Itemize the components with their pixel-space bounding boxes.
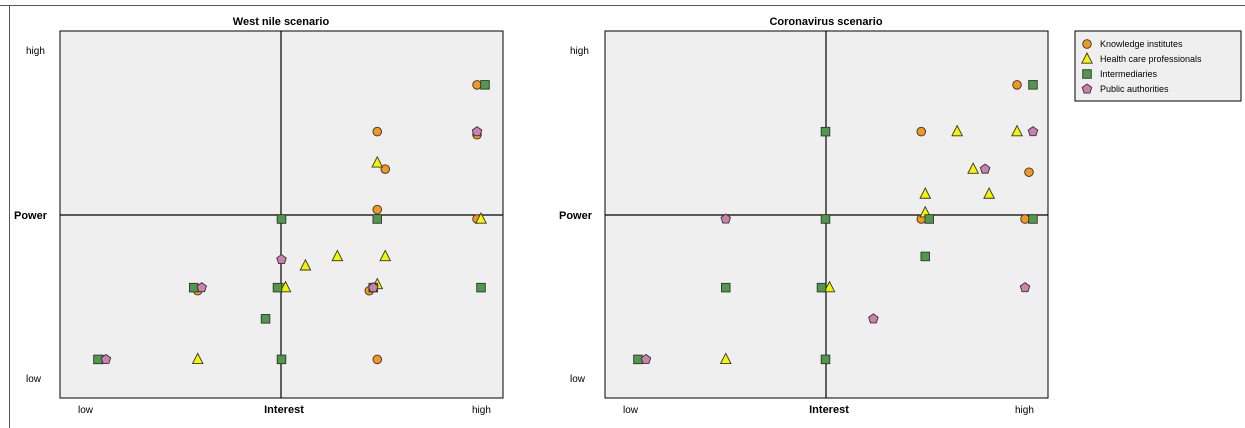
point-intermediaries bbox=[820, 354, 831, 365]
point-intermediaries bbox=[1028, 214, 1038, 224]
point-health-care-professionals bbox=[823, 280, 836, 293]
legend-item-health-care-professionals: Health care professionals bbox=[1081, 52, 1202, 64]
point-knowledge-institutes bbox=[1012, 80, 1022, 90]
point-health-care-professionals bbox=[719, 352, 732, 365]
legend-item-knowledge-institutes: Knowledge institutes bbox=[1082, 39, 1183, 49]
point-health-care-professionals bbox=[1011, 124, 1023, 137]
point-intermediaries bbox=[820, 126, 831, 137]
chart-title: West nile scenario bbox=[233, 16, 330, 28]
point-health-care-professionals bbox=[191, 352, 204, 365]
point-intermediaries bbox=[272, 282, 283, 293]
point-health-care-professionals bbox=[919, 187, 932, 199]
y-axis-label: Power bbox=[14, 210, 48, 222]
point-intermediaries bbox=[480, 80, 490, 90]
point-intermediaries bbox=[260, 314, 271, 324]
legend-marker-circle-icon bbox=[1082, 39, 1092, 49]
point-knowledge-institutes bbox=[372, 126, 383, 137]
point-health-care-professionals bbox=[379, 249, 392, 262]
point-knowledge-institutes bbox=[916, 126, 927, 137]
legend-label: Health care professionals bbox=[1100, 54, 1202, 64]
x-tick-high: high bbox=[472, 405, 491, 416]
x-tick-high: high bbox=[1015, 405, 1034, 416]
point-health-care-professionals bbox=[475, 212, 487, 224]
legend-box bbox=[1074, 30, 1242, 102]
legend-marker-square-icon bbox=[1082, 69, 1092, 79]
point-health-care-professionals bbox=[279, 280, 292, 293]
point-health-care-professionals bbox=[371, 155, 384, 168]
point-knowledge-institutes bbox=[472, 80, 482, 90]
point-intermediaries bbox=[476, 282, 486, 293]
point-knowledge-institutes bbox=[372, 204, 383, 215]
point-intermediaries bbox=[93, 354, 103, 365]
point-public-authorities bbox=[367, 282, 379, 293]
point-intermediaries bbox=[924, 214, 934, 224]
legend-pentagon-icon bbox=[1081, 83, 1093, 94]
point-health-care-professionals bbox=[951, 124, 964, 137]
point-knowledge-institutes bbox=[372, 354, 383, 365]
point-health-care-professionals bbox=[299, 258, 312, 271]
legend-marker-pentagon-icon bbox=[1081, 83, 1093, 94]
point-public-authorities bbox=[196, 282, 207, 293]
point-intermediaries bbox=[633, 354, 643, 365]
point-intermediaries bbox=[721, 282, 731, 293]
chart-coronavirus: Coronavirus scenario Power Interest high… bbox=[559, 16, 1049, 416]
x-tick-low: low bbox=[623, 405, 639, 416]
point-knowledge-institutes bbox=[1020, 214, 1030, 224]
data-points bbox=[93, 80, 490, 365]
y-tick-low: low bbox=[570, 374, 586, 385]
point-intermediaries bbox=[372, 214, 383, 224]
chart-west-nile: West nile scenario Power Interest high l… bbox=[14, 16, 504, 416]
legend-label: Public authorities bbox=[1100, 84, 1169, 94]
point-knowledge-institutes bbox=[1024, 167, 1034, 177]
data-points bbox=[633, 80, 1039, 365]
point-public-authorities bbox=[471, 126, 483, 137]
legend-label: Intermediaries bbox=[1100, 69, 1158, 79]
point-health-care-professionals bbox=[967, 162, 980, 174]
legend-item-public-authorities: Public authorities bbox=[1081, 83, 1169, 94]
left-border bbox=[9, 5, 10, 428]
chart-title: Coronavirus scenario bbox=[769, 16, 882, 28]
point-intermediaries bbox=[188, 282, 199, 293]
legend-triangle-icon bbox=[1081, 52, 1093, 64]
point-public-authorities bbox=[1027, 126, 1039, 137]
x-axis-label: Interest bbox=[264, 404, 304, 416]
point-intermediaries bbox=[920, 251, 931, 262]
legend-item-intermediaries: Intermediaries bbox=[1082, 69, 1158, 79]
point-public-authorities bbox=[1019, 282, 1031, 293]
y-tick-low: low bbox=[26, 374, 42, 385]
point-intermediaries bbox=[820, 214, 831, 224]
point-public-authorities bbox=[868, 313, 879, 324]
legend-marker-triangle-icon bbox=[1081, 52, 1093, 64]
point-public-authorities bbox=[100, 353, 112, 364]
point-public-authorities bbox=[276, 254, 287, 265]
y-tick-high: high bbox=[570, 46, 589, 57]
point-health-care-professionals bbox=[983, 187, 996, 199]
point-intermediaries bbox=[276, 354, 287, 365]
point-intermediaries bbox=[816, 282, 827, 293]
point-public-authorities bbox=[979, 163, 991, 174]
point-public-authorities bbox=[640, 353, 652, 364]
point-public-authorities bbox=[720, 213, 732, 224]
point-intermediaries bbox=[276, 214, 287, 224]
legend: Knowledge institutes Health care profess… bbox=[1074, 30, 1242, 102]
point-health-care-professionals bbox=[331, 249, 344, 262]
y-tick-high: high bbox=[26, 46, 45, 57]
x-tick-low: low bbox=[78, 405, 94, 416]
legend-label: Knowledge institutes bbox=[1100, 39, 1183, 49]
legend-square-icon bbox=[1082, 69, 1092, 79]
top-border bbox=[0, 5, 1245, 6]
legend-circle-icon bbox=[1082, 39, 1092, 49]
point-knowledge-institutes bbox=[380, 164, 390, 174]
y-axis-label: Power bbox=[559, 210, 593, 222]
point-intermediaries bbox=[1028, 80, 1038, 90]
x-axis-label: Interest bbox=[809, 404, 849, 416]
